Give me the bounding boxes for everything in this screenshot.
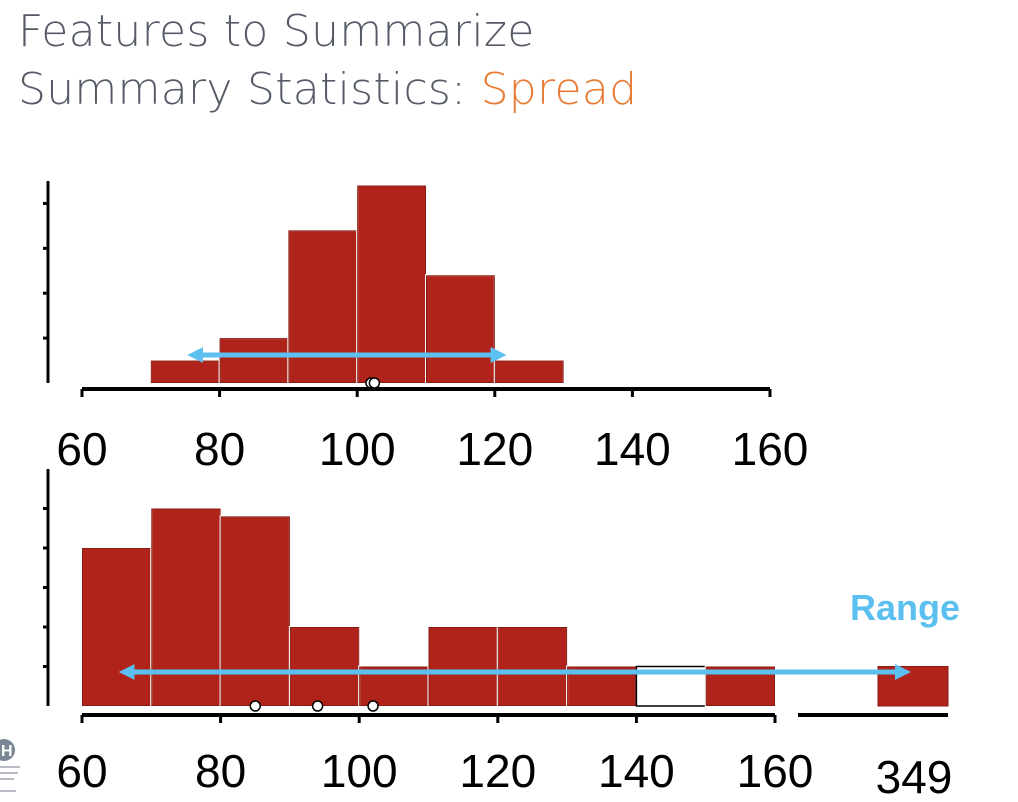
histogram-bar: [288, 626, 361, 707]
histogram-bar: [81, 547, 153, 707]
x-tick-label: 60: [56, 423, 107, 475]
slide-title-line1: Features to Summarize: [18, 6, 535, 57]
x-tick-label: 60: [56, 745, 107, 797]
histogram-bar: [493, 359, 565, 384]
x-tick-label: 100: [319, 423, 396, 475]
histogram-bar: [150, 507, 222, 707]
x-tick-label: 140: [594, 423, 671, 475]
data-point: [367, 700, 379, 712]
data-point: [311, 700, 324, 712]
x-tick-label: 80: [194, 423, 245, 475]
slide-title-accent: Spread: [480, 64, 638, 115]
histogram-bar: [149, 359, 221, 384]
range-annotation: Range: [850, 587, 960, 628]
histogram-bar: [287, 229, 359, 384]
histogram-bar-edge: [494, 360, 564, 383]
slide-title-prefix: Summary Statistics:: [18, 64, 481, 115]
histogram-bar: [425, 274, 496, 384]
outlier-tick-label: 349: [876, 751, 953, 802]
histogram-bar: [427, 626, 499, 707]
x-tick-label: 120: [459, 745, 536, 797]
svg-text:H: H: [1, 743, 13, 760]
institution-logo-icon: H: [0, 739, 20, 792]
histogram-bar: [218, 337, 290, 385]
histogram-bar: [219, 515, 291, 708]
histogram-top: 60 80 100 120 140 160: [43, 181, 808, 475]
slide-title-line2: Summary Statistics: Spread: [18, 68, 637, 112]
histogram-bottom: 60 80 100 120 140 160 349 Range: [43, 469, 960, 802]
data-point: [368, 377, 381, 389]
x-tick-label: 120: [456, 423, 533, 475]
histogram-bar-edge: [426, 275, 495, 383]
x-tick-label: 100: [321, 745, 398, 797]
x-tick-label: 160: [732, 423, 809, 475]
histogram-bar: [496, 626, 569, 707]
x-tick-label: 160: [737, 745, 814, 797]
data-point: [249, 700, 261, 712]
x-tick-label: 140: [598, 745, 675, 797]
x-tick-label: 80: [195, 745, 246, 797]
